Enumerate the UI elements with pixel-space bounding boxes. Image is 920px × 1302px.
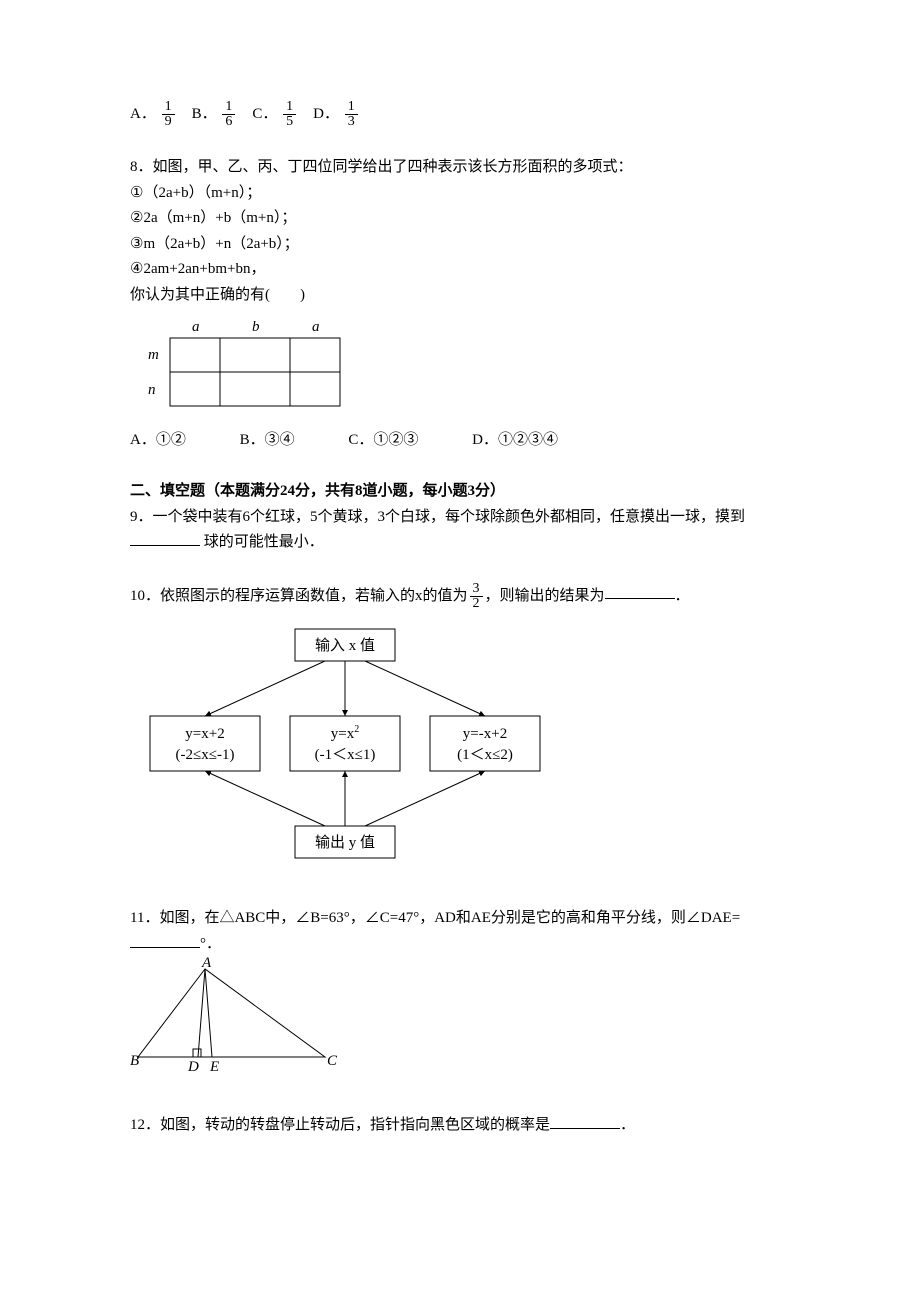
q8-choice-c: C．①②③ (348, 428, 418, 454)
q7-opt-d: D． 1 3 (313, 106, 360, 122)
q8-lbl-a1: a (192, 319, 200, 335)
q8-lead: 8．如图，甲、乙、丙、丁四位同学给出了四种表示该长方形面积的多项式： (130, 155, 790, 181)
q10-b3b: (1＜x≤2) (457, 747, 513, 763)
q8-lbl-n: n (148, 382, 156, 398)
q11-t1: 11．如图，在△ABC中，∠B=63°，∠C=47°，AD和AE分别是它的高和角… (130, 910, 740, 926)
q7-b-letter: B． (192, 106, 217, 122)
q7-opt-a: A． 1 9 (130, 106, 180, 122)
q8: 8．如图，甲、乙、丙、丁四位同学给出了四种表示该长方形面积的多项式： ①（2a+… (130, 155, 790, 453)
q12: 12．如图，转动的转盘停止转动后，指针指向黑色区域的概率是 ． (130, 1113, 790, 1139)
q8-l3: ③m（2a+b）+n（2a+b）； (130, 232, 790, 258)
q7-c-frac: 1 5 (283, 100, 296, 129)
q8-l4: ④2am+2an+bm+bn， (130, 257, 790, 283)
q8-ask: 你认为其中正确的有( ) (130, 283, 790, 309)
q8-lbl-b: b (252, 319, 260, 335)
q10-text: 10．依照图示的程序运算函数值，若输入的x的值为32，则输出的结果为 ． (130, 582, 790, 611)
q10-b2b: (-1＜x≤1) (315, 747, 376, 763)
q10: 10．依照图示的程序运算函数值，若输入的x的值为32，则输出的结果为 ． 输入 x… (130, 582, 790, 881)
q11: 11．如图，在△ABC中，∠B=63°，∠C=47°，AD和AE分别是它的高和角… (130, 906, 790, 1087)
q8-choices: A．①② B．③④ C．①②③ D．①②③④ (130, 428, 790, 454)
q11-A: A (201, 957, 212, 971)
section2-head: 二、填空题（本题满分24分，共有8道小题，每小题3分） (130, 479, 790, 505)
q7-opt-c: C． 1 5 (252, 106, 302, 122)
q11-triangle: A B C D E (130, 957, 350, 1077)
q9: 9．一个袋中装有6个红球，5个黄球，3个白球，每个球除颜色外都相同，任意摸出一球… (130, 505, 790, 556)
q10-t1: 10．依照图示的程序运算函数值，若输入的x的值为 (130, 587, 468, 603)
q10-b1a: y=x+2 (185, 726, 224, 742)
q10-b1b: (-2≤x≤-1) (176, 747, 235, 763)
q12-blank (550, 1113, 620, 1129)
q7-d-frac: 1 3 (345, 100, 358, 129)
q7-choices: A． 1 9 B． 1 6 C． 1 5 D． 1 3 (130, 100, 790, 129)
q11-blank (130, 932, 200, 948)
q8-choice-a: A．①② (130, 428, 186, 454)
q10-blank (605, 583, 675, 599)
q11-text: 11．如图，在△ABC中，∠B=63°，∠C=47°，AD和AE分别是它的高和角… (130, 906, 790, 957)
q10-flowchart: 输入 x 值 y=x+2 (-2≤x≤-1) y=x2 (-1＜x≤1) y=-… (130, 621, 560, 871)
q10-period: ． (675, 587, 690, 603)
q9-t1: 9．一个袋中装有6个红球，5个黄球，3个白球，每个球除颜色外都相同，任意摸出一球… (130, 509, 745, 525)
q11-B: B (130, 1053, 139, 1069)
q9-t2: 球的可能性最小． (204, 534, 324, 550)
q10-t2: ，则输出的结果为 (485, 587, 605, 603)
q8-lbl-a2: a (312, 319, 320, 335)
q10-b3a: y=-x+2 (463, 726, 507, 742)
q8-lbl-m: m (148, 347, 159, 363)
q11-C: C (327, 1053, 338, 1069)
q11-D: D (187, 1059, 199, 1075)
q8-rect-diagram: a b a m n (130, 314, 350, 414)
q7-a-letter: A． (130, 106, 156, 122)
q7-d-letter: D． (313, 106, 339, 122)
q8-l1: ①（2a+b）（m+n）； (130, 181, 790, 207)
q10-out: 输出 y 值 (315, 834, 375, 851)
q8-choice-d: D．①②③④ (472, 428, 558, 454)
q11-E: E (209, 1059, 219, 1075)
q7-c-letter: C． (252, 106, 277, 122)
q12-t1: 12．如图，转动的转盘停止转动后，指针指向黑色区域的概率是 (130, 1117, 550, 1133)
q11-t2: °． (200, 936, 221, 952)
q8-choice-b: B．③④ (240, 428, 295, 454)
q8-l2: ②2a（m+n）+b（m+n）； (130, 206, 790, 232)
q10-in: 输入 x 值 (315, 637, 375, 654)
q9-blank (130, 530, 200, 546)
q10-b2a: y=x (331, 726, 355, 742)
q7-b-frac: 1 6 (222, 100, 235, 129)
q10-frac: 32 (470, 582, 483, 611)
q7-a-frac: 1 9 (162, 100, 175, 129)
q7-opt-b: B． 1 6 (192, 106, 242, 122)
q12-t2: ． (620, 1117, 635, 1133)
q10-b2exp: 2 (354, 724, 359, 735)
